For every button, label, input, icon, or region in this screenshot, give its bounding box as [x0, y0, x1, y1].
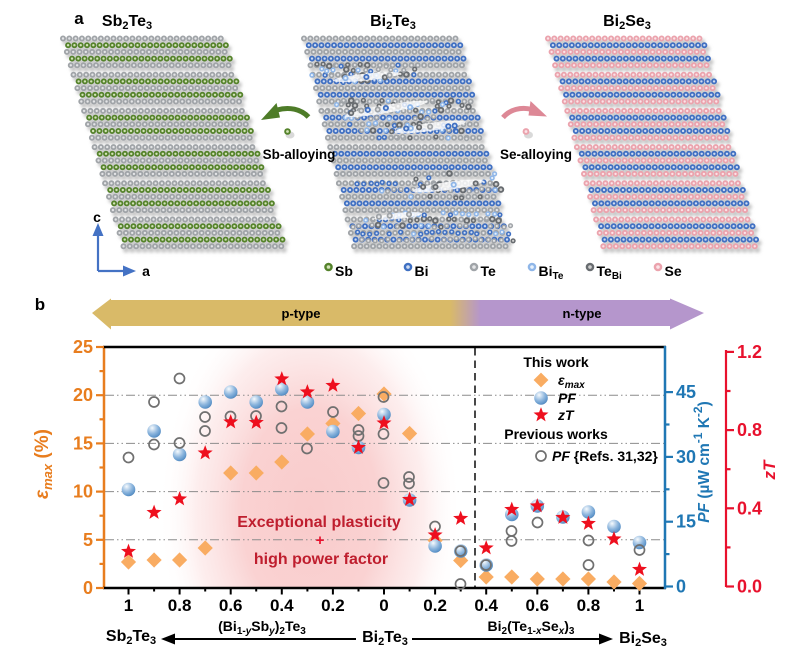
svg-text:45: 45 — [676, 382, 696, 402]
svg-text:BiTe: BiTe — [539, 263, 564, 282]
svg-text:0.4: 0.4 — [270, 596, 294, 615]
svg-text:Se: Se — [665, 263, 682, 279]
svg-text:+: + — [316, 532, 325, 549]
svg-text:0: 0 — [379, 596, 388, 615]
svg-text:0.4: 0.4 — [474, 596, 498, 615]
svg-text:PF: PF — [558, 390, 576, 406]
svg-text:15: 15 — [73, 433, 93, 453]
svg-text:20: 20 — [73, 385, 93, 405]
svg-text:0: 0 — [83, 578, 93, 598]
svg-text:0: 0 — [676, 577, 686, 597]
svg-text:Se-alloying: Se-alloying — [500, 147, 572, 162]
svg-text:25: 25 — [73, 337, 93, 357]
svg-text:10: 10 — [73, 482, 93, 502]
svg-text:zT: zT — [760, 459, 779, 481]
svg-text:(Bi1-ySby)2Te3: (Bi1-ySby)2Te3 — [218, 618, 306, 637]
svg-text:εmax (%): εmax (%) — [32, 429, 55, 499]
svg-text:30: 30 — [676, 447, 696, 467]
svg-text:15: 15 — [676, 512, 696, 532]
svg-text:0.8: 0.8 — [577, 596, 601, 615]
svg-text:p-type: p-type — [282, 306, 321, 321]
svg-text:c: c — [93, 209, 101, 225]
svg-text:Bi2Te3: Bi2Te3 — [370, 13, 416, 32]
svg-text:PF (µW cm-1 K-2): PF (µW cm-1 K-2) — [691, 401, 713, 523]
svg-text:0.8: 0.8 — [737, 420, 762, 440]
svg-text:Exceptional plasticity: Exceptional plasticity — [237, 514, 401, 531]
svg-text:Bi: Bi — [415, 263, 429, 279]
svg-text:0.6: 0.6 — [525, 596, 549, 615]
svg-text:Sb2Te3: Sb2Te3 — [102, 13, 152, 32]
svg-text:Bi2Se3: Bi2Se3 — [619, 630, 667, 649]
svg-text:Sb2Te3: Sb2Te3 — [106, 628, 156, 647]
svg-text:a: a — [74, 9, 84, 28]
svg-text:1: 1 — [124, 596, 133, 615]
svg-text:0.0: 0.0 — [737, 577, 762, 597]
svg-text:0.6: 0.6 — [219, 596, 243, 615]
svg-text:PF {Refs. 31,32}: PF {Refs. 31,32} — [552, 448, 658, 464]
svg-text:1: 1 — [635, 596, 644, 615]
svg-text:high power factor: high power factor — [254, 551, 388, 568]
svg-text:0.8: 0.8 — [168, 596, 192, 615]
svg-text:TeBi: TeBi — [597, 263, 623, 282]
svg-text:Bi2Se3: Bi2Se3 — [603, 13, 651, 32]
svg-text:Bi2Te3: Bi2Te3 — [362, 629, 408, 648]
svg-text:0.2: 0.2 — [423, 596, 447, 615]
svg-text:Sb: Sb — [335, 263, 353, 279]
svg-text:0.2: 0.2 — [321, 596, 345, 615]
svg-text:Sb-alloying: Sb-alloying — [263, 147, 336, 162]
svg-text:a: a — [142, 263, 150, 279]
svg-text:Previous works: Previous works — [504, 426, 608, 442]
svg-text:This work: This work — [523, 354, 589, 370]
svg-text:zT: zT — [557, 407, 575, 423]
svg-text:Te: Te — [481, 263, 497, 279]
svg-text:5: 5 — [83, 530, 93, 550]
svg-text:Bi2(Te1-xSex)3: Bi2(Te1-xSex)3 — [488, 618, 575, 637]
svg-text:1.2: 1.2 — [737, 342, 762, 362]
svg-text:n-type: n-type — [563, 306, 602, 321]
svg-text:0.4: 0.4 — [737, 498, 762, 518]
svg-text:b: b — [35, 295, 45, 314]
